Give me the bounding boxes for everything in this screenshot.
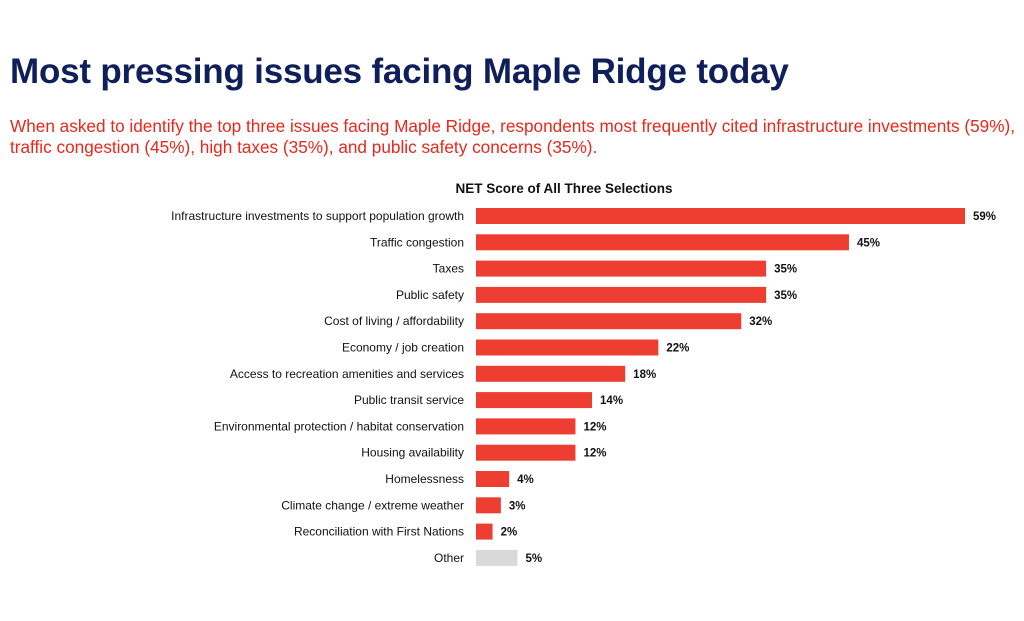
data-label: 18% xyxy=(633,369,656,381)
bar xyxy=(476,549,518,566)
category-label: Reconciliation with First Nations xyxy=(294,525,464,539)
bar xyxy=(476,234,849,251)
category-label: Public transit service xyxy=(354,393,464,407)
bar xyxy=(476,392,593,409)
category-label: Access to recreation amenities and servi… xyxy=(230,367,464,381)
bar xyxy=(476,418,576,435)
bar xyxy=(476,339,659,356)
bar xyxy=(476,208,965,224)
data-label: 45% xyxy=(857,237,880,249)
category-label: Climate change / extreme weather xyxy=(281,498,464,512)
category-label: Other xyxy=(434,551,464,565)
bar xyxy=(476,286,767,303)
category-label: Infrastructure investments to support po… xyxy=(171,209,464,223)
category-label: Economy / job creation xyxy=(342,341,464,355)
category-label: Taxes xyxy=(433,262,464,276)
data-label: 5% xyxy=(525,553,542,565)
data-label: 4% xyxy=(517,474,534,486)
data-label: 2% xyxy=(501,527,518,539)
bar xyxy=(476,471,510,487)
bar xyxy=(476,444,576,461)
bar xyxy=(476,497,501,514)
bar xyxy=(476,260,767,277)
data-label: 59% xyxy=(973,211,996,223)
data-label: 14% xyxy=(600,395,623,407)
bar xyxy=(476,523,493,540)
data-label: 35% xyxy=(774,264,797,276)
category-label: Homelessness xyxy=(385,472,464,486)
data-label: 3% xyxy=(509,500,526,512)
data-label: 12% xyxy=(583,421,606,433)
page-subtitle: When asked to identify the top three iss… xyxy=(10,116,1016,157)
category-label: Traffic congestion xyxy=(370,235,464,249)
category-label: Cost of living / affordability xyxy=(324,314,464,328)
category-label: Public safety xyxy=(396,288,464,302)
data-label: 22% xyxy=(666,343,689,355)
bar xyxy=(476,313,742,330)
category-label: Environmental protection / habitat conse… xyxy=(214,419,464,433)
data-label: 35% xyxy=(774,290,797,302)
category-label: Housing availability xyxy=(361,446,464,460)
page-title: Most pressing issues facing Maple Ridge … xyxy=(10,52,789,91)
data-label: 12% xyxy=(583,448,606,460)
bar xyxy=(476,365,626,382)
data-label: 32% xyxy=(749,316,772,328)
chart-title: NET Score of All Three Selections xyxy=(455,181,672,196)
